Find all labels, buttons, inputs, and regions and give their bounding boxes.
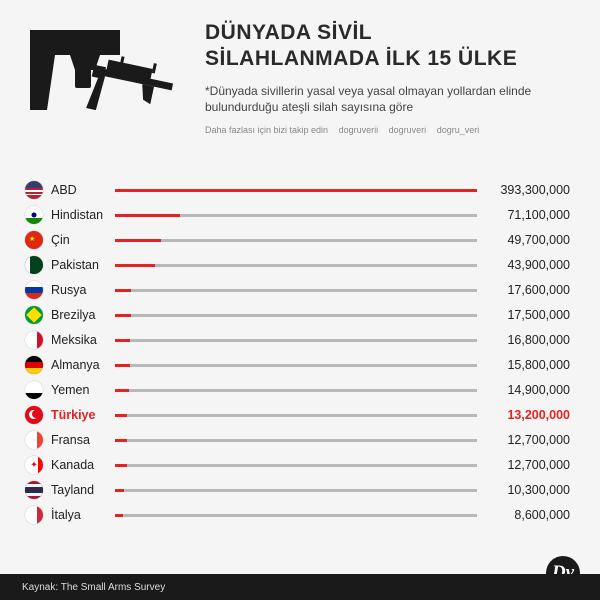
value-label: 14,900,000 bbox=[485, 383, 570, 397]
chart-row: Tayland 10,300,000 bbox=[25, 478, 570, 502]
bar-track bbox=[115, 289, 477, 292]
flag-icon bbox=[25, 281, 43, 299]
bar-track bbox=[115, 239, 477, 242]
bar-track bbox=[115, 514, 477, 517]
bar-fill bbox=[115, 189, 477, 192]
country-label: Hindistan bbox=[43, 208, 111, 222]
value-label: 16,800,000 bbox=[485, 333, 570, 347]
header: DÜNYADA SİVİL SİLAHLANMADA İLK 15 ÜLKE *… bbox=[0, 0, 600, 170]
bar-fill bbox=[115, 464, 127, 467]
country-label: Rusya bbox=[43, 283, 111, 297]
chart-row: Brezilya 17,500,000 bbox=[25, 303, 570, 327]
guns-illustration bbox=[25, 20, 190, 160]
follow-label: Daha fazlası için bizi takip edin bbox=[205, 125, 328, 135]
country-label: Yemen bbox=[43, 383, 111, 397]
flag-icon bbox=[25, 306, 43, 324]
flag-icon bbox=[25, 181, 43, 199]
chart-row: ✦Kanada 12,700,000 bbox=[25, 453, 570, 477]
value-label: 17,500,000 bbox=[485, 308, 570, 322]
bar-track bbox=[115, 189, 477, 192]
country-label: Almanya bbox=[43, 358, 111, 372]
bar-fill bbox=[115, 489, 124, 492]
bar-fill bbox=[115, 339, 130, 342]
flag-icon bbox=[25, 506, 43, 524]
flag-icon bbox=[25, 256, 43, 274]
chart-row: Fransa 12,700,000 bbox=[25, 428, 570, 452]
chart-row: İtalya 8,600,000 bbox=[25, 503, 570, 527]
social-handle-3: dogru_veri bbox=[437, 125, 480, 135]
bar-track bbox=[115, 364, 477, 367]
chart-row: Meksika 16,800,000 bbox=[25, 328, 570, 352]
source-label: Kaynak: The Small Arms Survey bbox=[22, 582, 165, 593]
value-label: 71,100,000 bbox=[485, 208, 570, 222]
bar-fill bbox=[115, 289, 131, 292]
country-label: Fransa bbox=[43, 433, 111, 447]
bar-track bbox=[115, 214, 477, 217]
bar-fill bbox=[115, 414, 127, 417]
country-label: Brezilya bbox=[43, 308, 111, 322]
flag-icon bbox=[25, 381, 43, 399]
country-label: Kanada bbox=[43, 458, 111, 472]
bar-fill bbox=[115, 239, 161, 242]
chart-row: Almanya 15,800,000 bbox=[25, 353, 570, 377]
title-line-2: SİLAHLANMADA İLK 15 ÜLKE bbox=[205, 47, 517, 70]
bar-track bbox=[115, 489, 477, 492]
value-label: 12,700,000 bbox=[485, 433, 570, 447]
bar-track bbox=[115, 314, 477, 317]
bar-track bbox=[115, 389, 477, 392]
country-label: Pakistan bbox=[43, 258, 111, 272]
country-label: Tayland bbox=[43, 483, 111, 497]
flag-icon: ★ bbox=[25, 231, 43, 249]
title-line-1: DÜNYADA SİVİL bbox=[205, 21, 372, 44]
bar-fill bbox=[115, 389, 129, 392]
value-label: 13,200,000 bbox=[485, 408, 570, 422]
bar-fill bbox=[115, 514, 123, 517]
social-handle-1: dogruverii bbox=[339, 125, 379, 135]
bar-fill bbox=[115, 314, 131, 317]
flag-icon bbox=[25, 206, 43, 224]
value-label: 49,700,000 bbox=[485, 233, 570, 247]
bar-track bbox=[115, 414, 477, 417]
bar-fill bbox=[115, 439, 127, 442]
flag-icon bbox=[25, 481, 43, 499]
chart-subtitle: *Dünyada sivillerin yasal veya yasal olm… bbox=[205, 83, 570, 115]
chart-title: DÜNYADA SİVİL SİLAHLANMADA İLK 15 ÜLKE bbox=[205, 20, 570, 73]
value-label: 393,300,000 bbox=[485, 183, 570, 197]
chart-row: Rusya 17,600,000 bbox=[25, 278, 570, 302]
flag-icon bbox=[25, 431, 43, 449]
flag-icon bbox=[25, 406, 43, 424]
flag-icon: ✦ bbox=[25, 456, 43, 474]
bar-track bbox=[115, 439, 477, 442]
chart-row: ABD 393,300,000 bbox=[25, 178, 570, 202]
chart-row: Türkiye 13,200,000 bbox=[25, 403, 570, 427]
follow-line: Daha fazlası için bizi takip edin dogruv… bbox=[205, 125, 570, 135]
value-label: 8,600,000 bbox=[485, 508, 570, 522]
flag-icon bbox=[25, 331, 43, 349]
country-label: Türkiye bbox=[43, 408, 111, 422]
country-label: ABD bbox=[43, 183, 111, 197]
flag-icon bbox=[25, 356, 43, 374]
country-label: Çin bbox=[43, 233, 111, 247]
chart-row: Hindistan 71,100,000 bbox=[25, 203, 570, 227]
bar-fill bbox=[115, 264, 155, 267]
bar-fill bbox=[115, 214, 180, 217]
chart-row: Pakistan 43,900,000 bbox=[25, 253, 570, 277]
chart-row: ★Çin 49,700,000 bbox=[25, 228, 570, 252]
chart-row: Yemen 14,900,000 bbox=[25, 378, 570, 402]
value-label: 15,800,000 bbox=[485, 358, 570, 372]
bar-chart: ABD 393,300,000 Hindistan 71,100,000 ★Çin 49,… bbox=[0, 170, 600, 527]
bar-fill bbox=[115, 364, 130, 367]
country-label: Meksika bbox=[43, 333, 111, 347]
bar-track bbox=[115, 264, 477, 267]
social-handle-2: dogruveri bbox=[389, 125, 427, 135]
title-block: DÜNYADA SİVİL SİLAHLANMADA İLK 15 ÜLKE *… bbox=[190, 20, 570, 160]
value-label: 10,300,000 bbox=[485, 483, 570, 497]
value-label: 12,700,000 bbox=[485, 458, 570, 472]
footer: Kaynak: The Small Arms Survey bbox=[0, 574, 600, 600]
country-label: İtalya bbox=[43, 508, 111, 522]
value-label: 43,900,000 bbox=[485, 258, 570, 272]
value-label: 17,600,000 bbox=[485, 283, 570, 297]
bar-track bbox=[115, 339, 477, 342]
bar-track bbox=[115, 464, 477, 467]
